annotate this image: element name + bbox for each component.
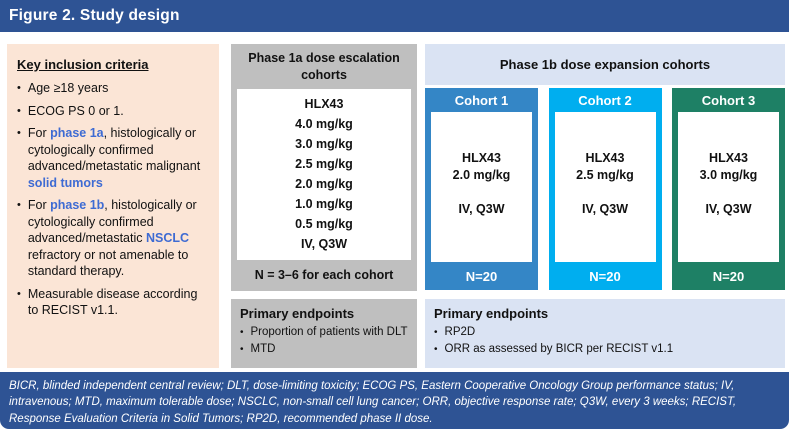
endpoint-bullet-text: Proportion of patients with DLT <box>250 326 408 338</box>
bullet-glyph: • <box>240 327 244 338</box>
dose-level: 1.0 mg/kg <box>295 196 353 211</box>
endpoint-bullet-item: • MTD <box>240 341 408 358</box>
cohort-label: Cohort 3 <box>701 92 756 108</box>
phase1a-endpoints-box: Primary endpoints • Proportion of patient… <box>231 299 417 368</box>
figure-title: Figure 2. Study design <box>9 7 180 24</box>
inclusion-criteria-list: • Age ≥18 years • ECOG PS 0 or 1. • For phase… <box>17 80 210 319</box>
cohort-sample-size: N=20 <box>465 268 498 284</box>
endpoint-bullet-item: • ORR as assessed by BICR per RECIST v1.1 <box>434 341 776 358</box>
endpoint-bullet-item: • Proportion of patients with DLT <box>240 324 408 341</box>
cohort-body: HLX43 2.5 mg/kg IV, Q3W <box>554 112 656 262</box>
bullet-glyph: • <box>17 287 21 300</box>
inclusion-bullet-text: For phase 1b, histologically or cytologi… <box>27 198 197 279</box>
cohort-box: Cohort 3 HLX43 3.0 mg/kg IV, Q3W N=20 <box>672 88 785 290</box>
phase1b-endpoints-box: Primary endpoints • RP2D • ORR as assessed … <box>425 299 785 368</box>
inclusion-bullet-text: For phase 1a, histologically or cytologi… <box>27 126 201 190</box>
bullet-glyph: • <box>434 327 438 338</box>
endpoint-bullet-item: • RP2D <box>434 324 776 341</box>
figure-title-bar: Figure 2. Study design <box>0 0 789 32</box>
dose-level: 0.5 mg/kg <box>295 216 353 231</box>
cohort-route: IV, Q3W <box>581 201 629 216</box>
inclusion-bullet-text: Measurable disease according to RECIST v… <box>27 286 198 318</box>
cohort-sample-size: N=20 <box>589 268 621 284</box>
cohort-route: IV, Q3W <box>705 201 752 216</box>
bullet-glyph: • <box>434 344 438 356</box>
phase1a-dose-box: HLX43 4.0 mg/kg 3.0 mg/kg 2.5 mg/kg 2.0 mg/… <box>237 88 411 260</box>
phase1a-panel: Phase 1a dose escalation cohorts HLX43 4… <box>231 44 417 291</box>
inclusion-bullet-text: Age ≥18 years <box>27 81 109 96</box>
inclusion-bullet-item: • For phase 1a, histologically or cytolog… <box>17 125 210 191</box>
cohort-route: IV, Q3W <box>458 201 505 216</box>
cohort-drug: HLX43 <box>709 151 748 166</box>
cohort-box: Cohort 2 HLX43 2.5 mg/kg IV, Q3W N=20 <box>548 88 662 290</box>
phase1a-dose-levels: 4.0 mg/kg 3.0 mg/kg 2.5 mg/kg 2.0 mg/kg 1.0 … <box>237 114 411 234</box>
bullet-glyph: • <box>17 104 21 117</box>
dose-level: 4.0 mg/kg <box>295 116 353 131</box>
inclusion-bullet-text: ECOG PS 0 or 1. <box>27 103 124 118</box>
bullet-glyph: • <box>240 344 244 356</box>
cohort-body: HLX43 2.0 mg/kg IV, Q3W <box>431 112 532 262</box>
cohort-body: HLX43 3.0 mg/kg IV, Q3W <box>678 112 779 262</box>
cohort-dose: 2.0 mg/kg <box>452 168 511 183</box>
abbreviations-footnote: BICR, blinded independent central review… <box>0 372 789 429</box>
bullet-glyph: • <box>17 127 21 140</box>
phase1a-drug-name: HLX43 <box>304 96 344 111</box>
cohort-box: Cohort 1 HLX43 2.0 mg/kg IV, Q3W N=20 <box>425 88 538 290</box>
phase1a-title: Phase 1a dose escalation cohorts <box>248 51 400 82</box>
dose-level: 2.0 mg/kg <box>295 176 353 191</box>
inclusion-bullet-item: • ECOG PS 0 or 1. <box>17 103 210 120</box>
cohort-drug: HLX43 <box>585 151 625 166</box>
endpoint-bullet-text: MTD <box>250 343 276 356</box>
bullet-glyph: • <box>17 199 21 212</box>
dose-level: 2.5 mg/kg <box>295 156 353 171</box>
inclusion-criteria-panel: Key inclusion criteria • Age ≥18 years • EC… <box>7 44 219 368</box>
endpoint-bullet-text: ORR as assessed by BICR per RECIST v1.1 <box>444 343 674 356</box>
cohort-dose: 3.0 mg/kg <box>699 168 758 183</box>
phase1a-endpoints-title: Primary endpoints <box>240 306 355 321</box>
endpoint-bullet-text: RP2D <box>444 326 476 338</box>
phase1b-title: Phase 1b dose expansion cohorts <box>499 57 711 72</box>
cohort-dose: 2.5 mg/kg <box>576 168 634 183</box>
phase1b-header: Phase 1b dose expansion cohorts <box>425 44 785 85</box>
inclusion-criteria-title: Key inclusion criteria <box>17 57 149 72</box>
dose-level: 3.0 mg/kg <box>295 136 353 151</box>
cohort-label: Cohort 1 <box>454 92 509 108</box>
phase1b-endpoints-list: • RP2D • ORR as assessed by BICR per RECIST… <box>434 324 776 359</box>
inclusion-bullet-item: • Age ≥18 years <box>17 80 210 97</box>
cohort-drug: HLX43 <box>462 151 501 166</box>
cohort-label: Cohort 2 <box>578 92 632 108</box>
inclusion-bullet-item: • Measurable disease according to RECIST … <box>17 286 210 319</box>
phase1a-route: IV, Q3W <box>300 236 348 251</box>
inclusion-bullet-item: • For phase 1b, histologically or cytolog… <box>17 197 210 280</box>
phase1a-cohort-size: N = 3–6 for each cohort <box>254 267 394 282</box>
phase1a-endpoints-list: • Proportion of patients with DLT • MTD <box>240 324 408 359</box>
phase1b-endpoints-title: Primary endpoints <box>434 306 549 321</box>
phase1b-cohorts-row: Cohort 1 HLX43 2.0 mg/kg IV, Q3W N=20 Cohort … <box>425 88 785 290</box>
cohort-sample-size: N=20 <box>712 268 745 284</box>
bullet-glyph: • <box>17 82 21 95</box>
